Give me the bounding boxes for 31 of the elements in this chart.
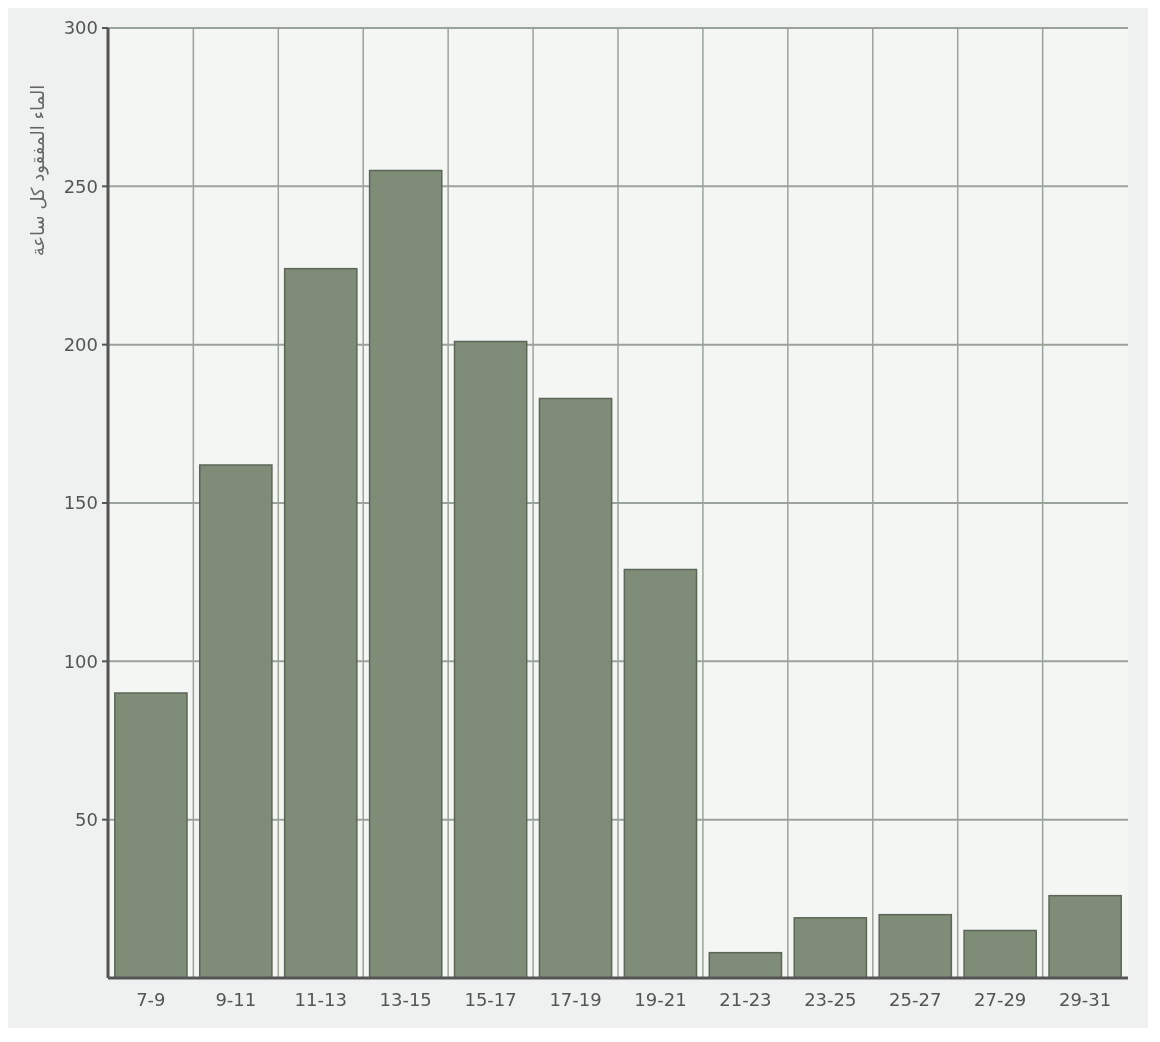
bar	[878, 913, 953, 979]
y-tick-label: 150	[63, 492, 98, 514]
x-tick-label: 21-23	[719, 989, 772, 1010]
x-tick-label: 11-13	[294, 989, 347, 1010]
y-tick-label: 100	[63, 650, 98, 672]
bar	[283, 267, 358, 979]
x-tick-label: 25-27	[889, 989, 942, 1010]
y-tick-label: 50	[75, 808, 98, 830]
x-tick-label: 19-21	[634, 989, 687, 1010]
x-tick-label: 17-19	[549, 989, 602, 1010]
y-tick-label: 250	[63, 175, 98, 197]
x-tick-label: 13-15	[379, 989, 432, 1010]
bar	[453, 340, 528, 979]
y-tick-label: 300	[63, 17, 98, 39]
x-tick-label: 15-17	[464, 989, 517, 1010]
bar	[793, 917, 868, 979]
bar	[114, 692, 188, 979]
x-tick-label: 23-25	[804, 989, 857, 1010]
bar	[708, 951, 783, 979]
bar	[1048, 894, 1122, 979]
x-tick-label: 29-31	[1058, 989, 1112, 1010]
bar	[538, 397, 613, 979]
bar	[963, 929, 1038, 979]
bar	[623, 568, 698, 979]
bar	[368, 169, 443, 979]
bar	[198, 464, 273, 979]
y-axis-title: الماء المفقود كل ساعة	[27, 84, 50, 257]
x-tick-label: 7-9	[136, 989, 166, 1010]
x-tick-label: 27-29	[974, 989, 1027, 1010]
x-tick-label: 9-11	[215, 989, 257, 1010]
y-tick-label: 200	[63, 333, 98, 355]
